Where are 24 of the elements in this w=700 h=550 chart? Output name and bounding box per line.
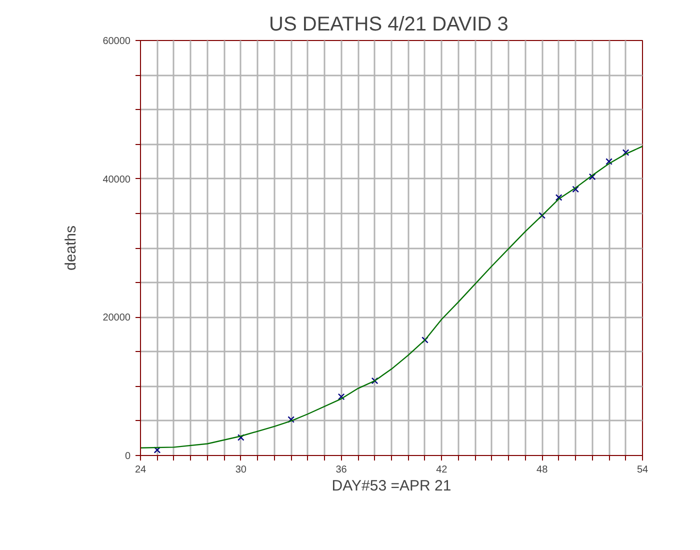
point [572, 186, 579, 193]
x-tick-label: 30 [235, 464, 247, 476]
point [606, 158, 612, 165]
point [237, 434, 244, 441]
x-tick-label: 54 [636, 464, 648, 476]
point [154, 446, 161, 454]
point [288, 416, 295, 423]
y-tick-label: 20000 [102, 312, 131, 324]
y-tick-label: 40000 [102, 174, 131, 186]
point [555, 194, 562, 201]
y-tick-label: 60000 [102, 36, 131, 47]
y-axis-title: deaths [62, 225, 80, 271]
point [371, 377, 378, 384]
x-tick-label: 42 [436, 464, 448, 476]
y-tick-label: 0 [124, 451, 131, 462]
chart-title: US DEATHS 4/21 DAVID 3 [269, 14, 508, 36]
line-series [140, 146, 642, 448]
x-tick-label: 36 [336, 464, 348, 476]
x-tick-label: 48 [536, 464, 548, 476]
point [588, 173, 596, 180]
point [622, 149, 630, 156]
x-tick-label: 24 [134, 464, 146, 476]
x-axis-title: DAY#53 =APR 21 [332, 478, 452, 494]
point [338, 393, 345, 400]
